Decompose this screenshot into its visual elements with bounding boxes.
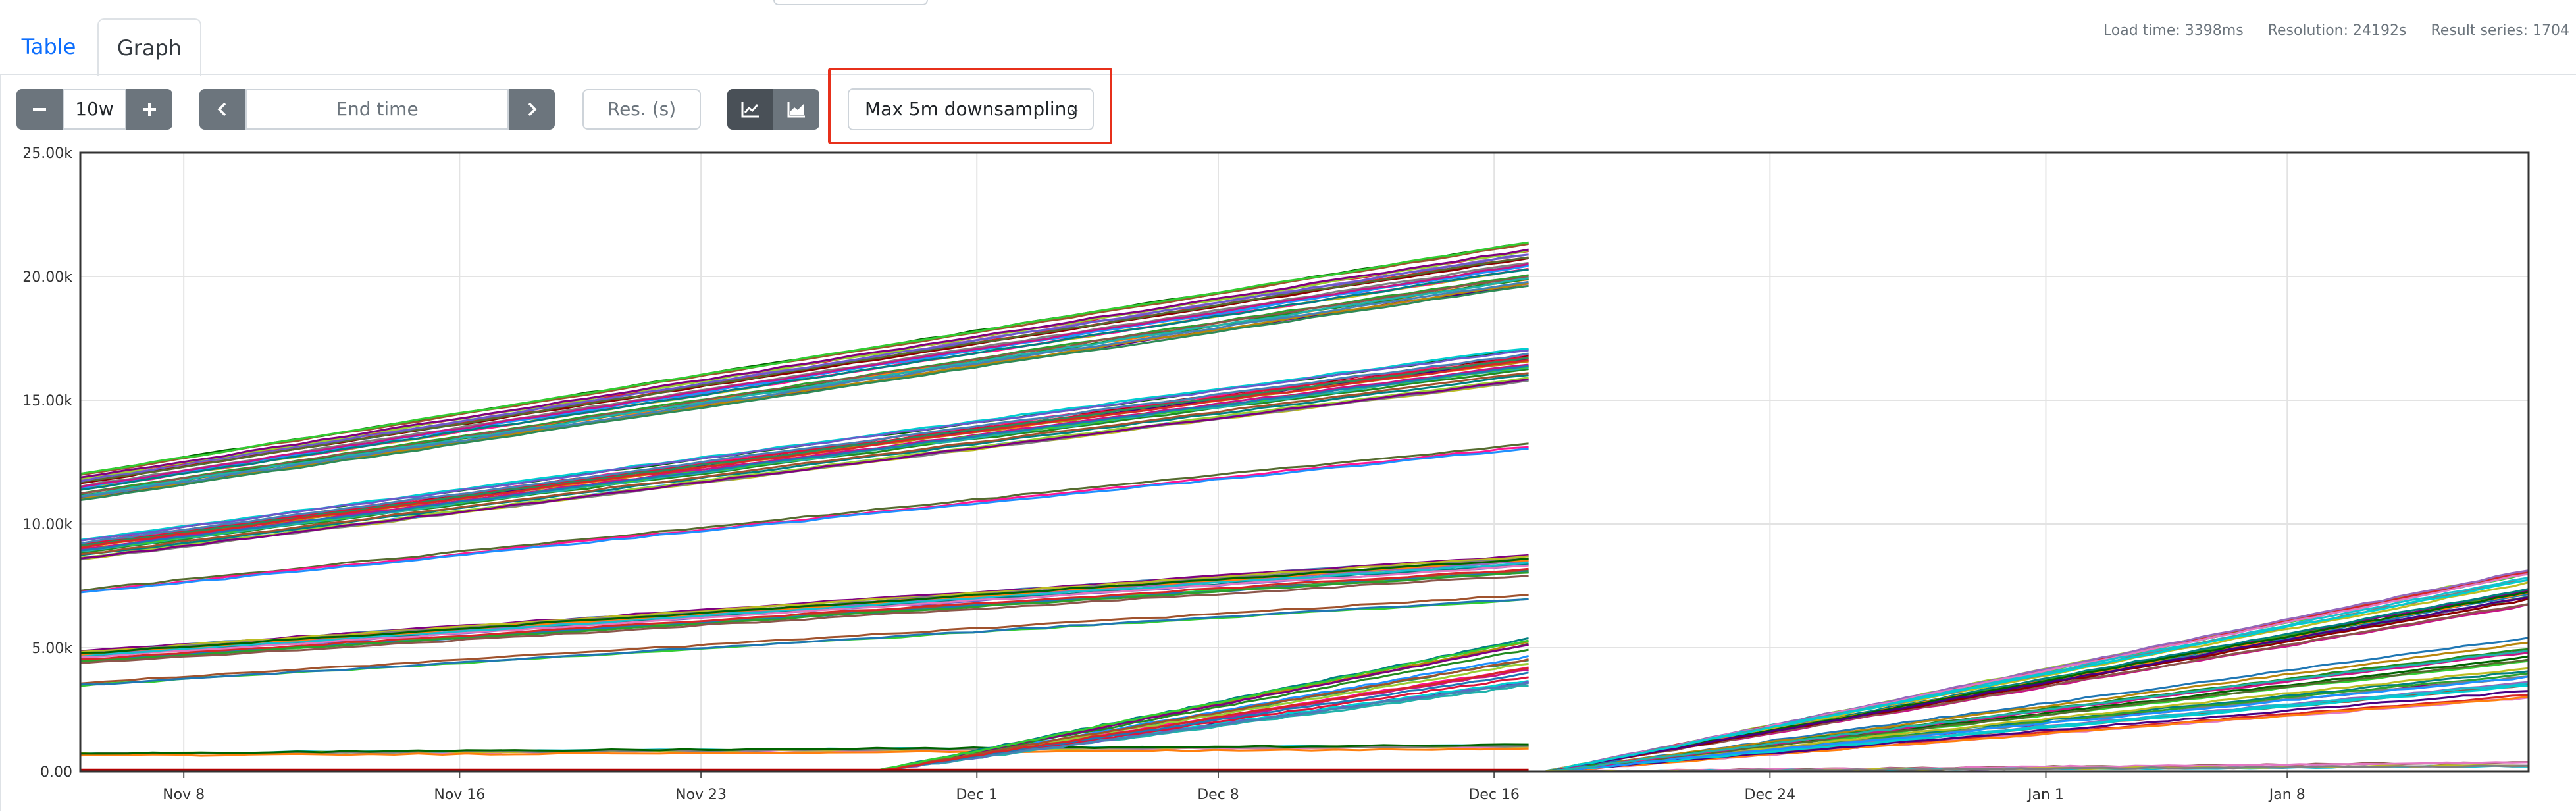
series-line[interactable] xyxy=(80,747,1529,757)
resolution-input[interactable]: Res. (s) xyxy=(582,89,701,130)
series-lines xyxy=(80,241,2529,773)
series-line[interactable] xyxy=(873,639,1529,773)
range-increase-button[interactable] xyxy=(126,89,172,130)
series-line[interactable] xyxy=(80,564,1529,658)
series-line[interactable] xyxy=(80,280,1529,498)
series-line[interactable] xyxy=(80,575,1529,664)
x-tick-label: Dec 24 xyxy=(1745,787,1796,803)
series-line[interactable] xyxy=(80,268,1529,491)
graph-panel xyxy=(0,74,2576,811)
result-series-text: Result series: 1704 xyxy=(2431,22,2569,39)
series-line[interactable] xyxy=(80,263,1529,488)
downsampling-select[interactable]: Max 5m downsampling ⌄ xyxy=(848,88,1094,130)
series-line[interactable] xyxy=(80,357,1529,547)
series-line[interactable] xyxy=(80,284,1529,502)
series-line[interactable] xyxy=(80,277,1529,498)
series-line[interactable] xyxy=(80,567,1529,661)
series-line[interactable] xyxy=(80,442,1529,592)
series-line[interactable] xyxy=(80,447,1529,594)
series-line[interactable] xyxy=(80,365,1529,552)
series-line[interactable] xyxy=(80,349,1529,542)
x-tick-label: Nov 23 xyxy=(675,787,727,803)
query-stats: Load time: 3398ms Resolution: 24192s Res… xyxy=(2084,22,2569,39)
series-line[interactable] xyxy=(873,682,1529,772)
y-tick-label: 5.00k xyxy=(32,641,72,657)
series-line[interactable] xyxy=(80,248,1529,479)
downsampling-selected-value: Max 5m downsampling xyxy=(865,98,1079,120)
series-line[interactable] xyxy=(80,557,1529,654)
plus-icon xyxy=(143,103,156,116)
downsampling-highlight-box xyxy=(828,68,1112,144)
series-line[interactable] xyxy=(80,352,1529,545)
series-line[interactable] xyxy=(1545,685,2529,772)
series-line[interactable] xyxy=(1545,695,2529,772)
series-line[interactable] xyxy=(80,598,1529,686)
y-tick-label: 10.00k xyxy=(22,517,72,533)
y-tick-label: 25.00k xyxy=(22,145,72,162)
area-chart-icon xyxy=(787,102,805,118)
x-tick-label: Jan 1 xyxy=(2026,787,2064,803)
load-time-text: Load time: 3398ms xyxy=(2103,22,2244,39)
series-line[interactable] xyxy=(873,667,1529,773)
series-line[interactable] xyxy=(1545,675,2529,773)
end-time-forward-button[interactable] xyxy=(509,89,555,130)
x-tick-label: Jan 8 xyxy=(2268,787,2306,803)
x-tick-label: Nov 8 xyxy=(163,787,205,803)
x-tick-label: Dec 16 xyxy=(1468,787,1520,803)
range-input[interactable]: 10w xyxy=(63,89,126,130)
x-tick-label: Nov 16 xyxy=(434,787,485,803)
series-line[interactable] xyxy=(1545,569,2529,773)
line-chart-icon xyxy=(741,102,759,118)
plot-frame xyxy=(79,151,2530,773)
series-line[interactable] xyxy=(80,562,1529,656)
tab-graph[interactable]: Graph xyxy=(97,18,201,76)
series-line[interactable] xyxy=(80,559,1529,656)
series-line[interactable] xyxy=(80,446,1529,593)
end-time-input[interactable]: End time xyxy=(245,89,509,130)
series-line[interactable] xyxy=(80,593,1529,685)
series-line[interactable] xyxy=(80,253,1529,483)
unstacked-mode-button[interactable] xyxy=(727,89,773,130)
minus-icon xyxy=(33,108,46,111)
y-tick-label: 20.00k xyxy=(22,269,72,286)
series-line[interactable] xyxy=(80,359,1529,549)
chevron-right-icon xyxy=(528,102,537,117)
series-line[interactable] xyxy=(1545,579,2529,773)
stacked-mode-button[interactable] xyxy=(773,89,819,130)
range-decrease-button[interactable] xyxy=(16,89,63,130)
y-tick-label: 15.00k xyxy=(22,393,72,409)
series-line[interactable] xyxy=(80,378,1529,560)
series-line[interactable] xyxy=(873,658,1529,772)
series-line[interactable] xyxy=(80,372,1529,556)
y-tick-label: 0.00 xyxy=(40,764,72,781)
series-line[interactable] xyxy=(80,555,1529,653)
series-line[interactable] xyxy=(1545,641,2529,773)
tab-table[interactable]: Table xyxy=(21,34,76,59)
series-line[interactable] xyxy=(1545,650,2529,772)
chevron-down-icon: ⌄ xyxy=(1068,101,1081,117)
series-line[interactable] xyxy=(1545,658,2529,773)
resolution-text: Resolution: 24192s xyxy=(2267,22,2407,39)
series-line[interactable] xyxy=(80,743,1529,755)
x-tick-label: Dec 1 xyxy=(956,787,998,803)
series-line[interactable] xyxy=(1545,598,2529,773)
series-line[interactable] xyxy=(80,256,1529,483)
series-line[interactable] xyxy=(80,377,1529,559)
chevron-left-icon xyxy=(217,102,226,117)
series-line[interactable] xyxy=(80,261,1529,488)
series-line[interactable] xyxy=(80,241,1529,475)
series-line[interactable] xyxy=(1545,596,2529,772)
series-line[interactable] xyxy=(80,374,1529,556)
end-time-back-button[interactable] xyxy=(199,89,245,130)
series-line[interactable] xyxy=(80,571,1529,663)
x-tick-label: Dec 8 xyxy=(1197,787,1239,803)
